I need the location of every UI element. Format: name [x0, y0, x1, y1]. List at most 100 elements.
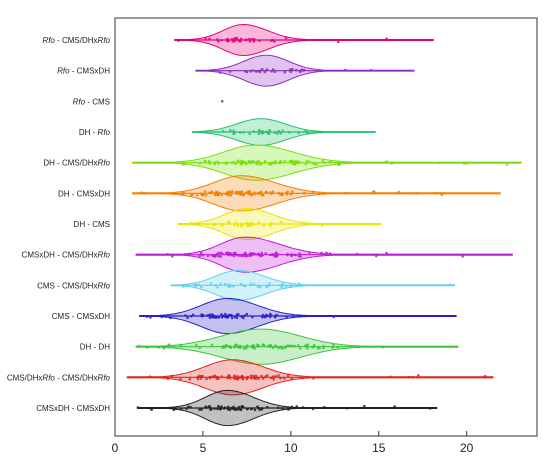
- data-point: [252, 283, 256, 286]
- data-point: [258, 408, 261, 411]
- data-point: [230, 284, 233, 288]
- x-axis: 0 5 10 15 20: [112, 431, 474, 455]
- data-point: [263, 70, 267, 74]
- data-point: [273, 40, 276, 43]
- data-point: [215, 193, 218, 196]
- violin-0: [174, 23, 434, 57]
- data-point: [188, 252, 192, 256]
- data-point: [281, 129, 284, 133]
- data-point: [274, 314, 277, 317]
- data-point: [417, 374, 420, 377]
- data-point: [195, 193, 199, 197]
- data-point: [332, 315, 336, 319]
- data-point: [236, 375, 240, 378]
- data-point: [307, 223, 311, 226]
- data-point: [254, 374, 258, 378]
- category-label: DH - CMS: [74, 220, 110, 229]
- data-point: [298, 252, 301, 255]
- data-point: [210, 254, 214, 257]
- data-point: [325, 251, 328, 255]
- data-point: [174, 407, 177, 411]
- data-point: [241, 223, 244, 226]
- data-point: [219, 282, 222, 286]
- data-point: [248, 132, 251, 135]
- data-point: [328, 160, 332, 164]
- data-point: [291, 190, 294, 193]
- data-point: [301, 406, 305, 409]
- data-point: [295, 68, 298, 72]
- data-point: [381, 345, 385, 349]
- data-point: [226, 407, 230, 411]
- data-point: [250, 253, 253, 257]
- data-point: [226, 376, 229, 379]
- data-point: [300, 221, 304, 225]
- data-point: [198, 254, 201, 257]
- data-point: [252, 130, 256, 133]
- data-point: [415, 192, 418, 195]
- data-point: [256, 192, 260, 195]
- data-point: [332, 343, 335, 347]
- data-point: [184, 314, 187, 317]
- data-point: [232, 129, 235, 132]
- data-point: [328, 252, 332, 255]
- data-point: [262, 343, 266, 347]
- data-point: [210, 190, 214, 193]
- data-point: [278, 346, 281, 350]
- data-point: [250, 377, 253, 380]
- data-point: [233, 223, 236, 226]
- data-point: [203, 190, 207, 193]
- data-point: [288, 159, 292, 163]
- data-point: [238, 131, 242, 134]
- data-point: [210, 315, 213, 319]
- data-point: [254, 69, 257, 73]
- data-point: [385, 251, 388, 255]
- data-point: [199, 252, 203, 255]
- data-point: [198, 408, 201, 411]
- data-point: [204, 37, 207, 40]
- data-point: [264, 252, 268, 255]
- data-point: [149, 316, 152, 319]
- data-point: [210, 313, 214, 316]
- data-point: [244, 347, 248, 350]
- data-point: [279, 284, 282, 287]
- data-point: [344, 68, 347, 72]
- data-point: [180, 344, 183, 348]
- data-point: [182, 191, 186, 195]
- data-point: [219, 255, 222, 258]
- category-label: DH - Rfo: [79, 128, 111, 137]
- data-point: [242, 193, 245, 197]
- data-point: [214, 315, 217, 318]
- data-point: [225, 252, 228, 255]
- data-point: [182, 285, 185, 288]
- data-point: [208, 375, 212, 379]
- data-point: [221, 129, 225, 133]
- data-point: [221, 252, 224, 256]
- data-point: [229, 376, 232, 380]
- data-point: [245, 376, 249, 379]
- data-point: [248, 160, 252, 163]
- data-point: [260, 131, 264, 135]
- data-point: [177, 39, 180, 42]
- data-point: [312, 345, 315, 349]
- data-point: [286, 374, 290, 378]
- data-point: [323, 405, 326, 409]
- plot-area-frame: [114, 17, 538, 437]
- data-point: [256, 405, 259, 408]
- data-point: [204, 194, 208, 197]
- data-point: [205, 377, 208, 381]
- data-point: [221, 346, 224, 349]
- data-point: [166, 377, 170, 381]
- data-point: [236, 224, 240, 227]
- data-point: [186, 316, 189, 320]
- data-point: [245, 221, 249, 225]
- violin-12: [136, 389, 438, 427]
- data-point: [277, 374, 280, 377]
- data-point: [263, 161, 267, 164]
- data-point: [250, 37, 253, 41]
- category-label: CMS - CMSxDH: [52, 312, 110, 321]
- data-point: [179, 377, 182, 381]
- data-point: [257, 132, 261, 136]
- data-point: [212, 254, 216, 258]
- data-point: [169, 316, 172, 320]
- data-point: [283, 159, 287, 163]
